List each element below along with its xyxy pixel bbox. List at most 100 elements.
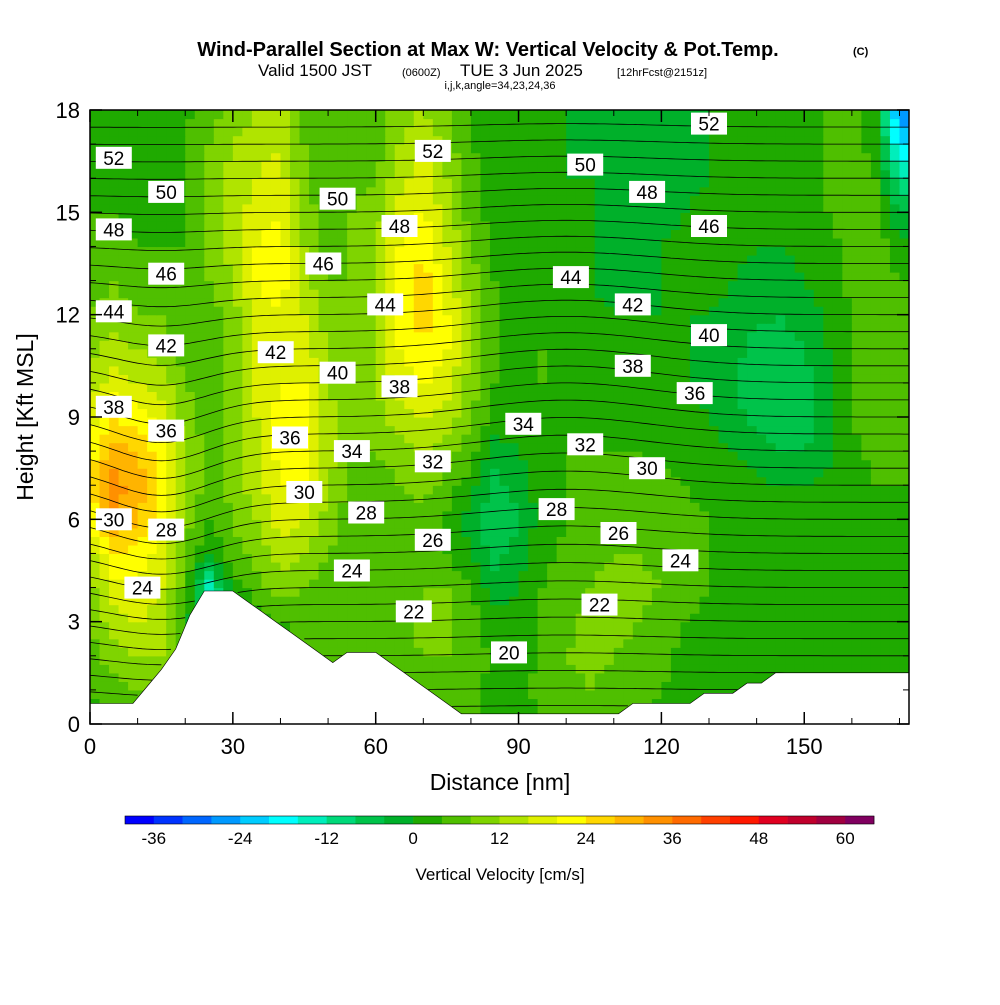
velocity-cell: [785, 502, 796, 512]
velocity-cell: [832, 340, 843, 350]
velocity-cell: [747, 672, 758, 682]
velocity-cell: [547, 434, 558, 444]
velocity-cell: [861, 246, 872, 256]
velocity-cell: [270, 280, 282, 290]
velocity-cell: [804, 553, 815, 563]
velocity-cell: [785, 357, 796, 367]
velocity-cell: [632, 476, 643, 486]
velocity-cell: [861, 254, 872, 265]
velocity-cell: [251, 596, 263, 606]
velocity-cell: [337, 459, 348, 469]
velocity-cell: [366, 323, 377, 333]
velocity-cell: [661, 596, 672, 606]
velocity-cell: [747, 570, 758, 580]
velocity-cell: [213, 502, 224, 512]
velocity-cell: [556, 365, 567, 375]
velocity-cell: [537, 621, 548, 631]
velocity-cell: [728, 442, 739, 452]
velocity-cell: [518, 237, 529, 248]
velocity-cell: [556, 621, 567, 631]
velocity-cell: [604, 365, 615, 375]
velocity-cell: [747, 374, 758, 384]
velocity-cell: [737, 237, 748, 248]
velocity-cell: [489, 229, 501, 239]
velocity-cell: [728, 314, 739, 324]
velocity-cell: [128, 536, 139, 546]
velocity-cell: [185, 323, 196, 333]
velocity-cell: [680, 417, 691, 427]
velocity-cell: [394, 263, 405, 273]
velocity-cell: [232, 314, 243, 324]
velocity-cell: [680, 442, 691, 452]
velocity-cell: [289, 399, 301, 410]
velocity-cell: [242, 596, 253, 606]
velocity-cell: [280, 306, 291, 316]
velocity-cell: [699, 570, 710, 580]
velocity-cell: [175, 306, 186, 316]
velocity-cell: [756, 348, 767, 358]
velocity-cell: [185, 459, 196, 469]
velocity-cell: [109, 698, 120, 708]
velocity-cell: [604, 706, 615, 717]
velocity-cell: [223, 306, 234, 316]
velocity-cell: [842, 587, 853, 597]
velocity-cell: [185, 417, 196, 427]
velocity-cell: [90, 289, 101, 299]
velocity-cell: [423, 621, 434, 631]
velocity-cell: [899, 323, 909, 333]
velocity-cell: [718, 664, 729, 674]
velocity-cell: [366, 391, 377, 401]
velocity-cell: [356, 604, 367, 614]
velocity-cell: [147, 442, 158, 452]
velocity-cell: [728, 672, 739, 682]
velocity-cell: [594, 621, 605, 631]
velocity-cell: [185, 237, 196, 248]
velocity-cell: [813, 246, 824, 256]
velocity-cell: [661, 451, 672, 461]
velocity-cell: [470, 485, 482, 495]
velocity-cell: [613, 544, 624, 555]
velocity-cell: [242, 331, 253, 341]
velocity-cell: [575, 681, 586, 691]
velocity-cell: [537, 468, 548, 478]
velocity-cell: [451, 365, 462, 375]
velocity-cell: [832, 587, 843, 597]
velocity-cell: [604, 417, 615, 427]
velocity-cell: [480, 229, 491, 239]
velocity-cell: [566, 621, 577, 631]
velocity-cell: [718, 604, 729, 614]
velocity-cell: [651, 698, 662, 708]
velocity-cell: [709, 681, 720, 691]
velocity-cell: [232, 442, 243, 452]
velocity-cell: [842, 519, 853, 529]
velocity-cell: [737, 468, 748, 478]
velocity-cell: [537, 280, 548, 290]
velocity-cell: [451, 604, 462, 614]
velocity-cell: [880, 340, 891, 350]
velocity-cell: [299, 340, 310, 350]
velocity-cell: [832, 468, 843, 478]
velocity-cell: [870, 340, 882, 350]
velocity-cell: [461, 681, 472, 691]
velocity-cell: [356, 280, 367, 290]
velocity-cell: [356, 459, 367, 469]
velocity-cell: [166, 442, 177, 452]
velocity-cell: [651, 323, 662, 333]
velocity-cell: [556, 289, 567, 299]
velocity-cell: [851, 553, 862, 563]
velocity-cell: [699, 237, 710, 248]
velocity-cell: [318, 289, 329, 299]
velocity-cell: [766, 570, 777, 580]
velocity-cell: [480, 485, 491, 495]
velocity-cell: [680, 272, 691, 282]
velocity-cell: [594, 493, 605, 503]
velocity-cell: [470, 536, 482, 546]
velocity-cell: [880, 289, 891, 299]
velocity-cell: [870, 408, 882, 418]
velocity-cell: [566, 647, 577, 657]
velocity-cell: [175, 442, 186, 452]
velocity-cell: [356, 246, 367, 256]
velocity-cell: [232, 289, 243, 299]
velocity-cell: [766, 314, 777, 324]
velocity-cell: [423, 561, 434, 572]
